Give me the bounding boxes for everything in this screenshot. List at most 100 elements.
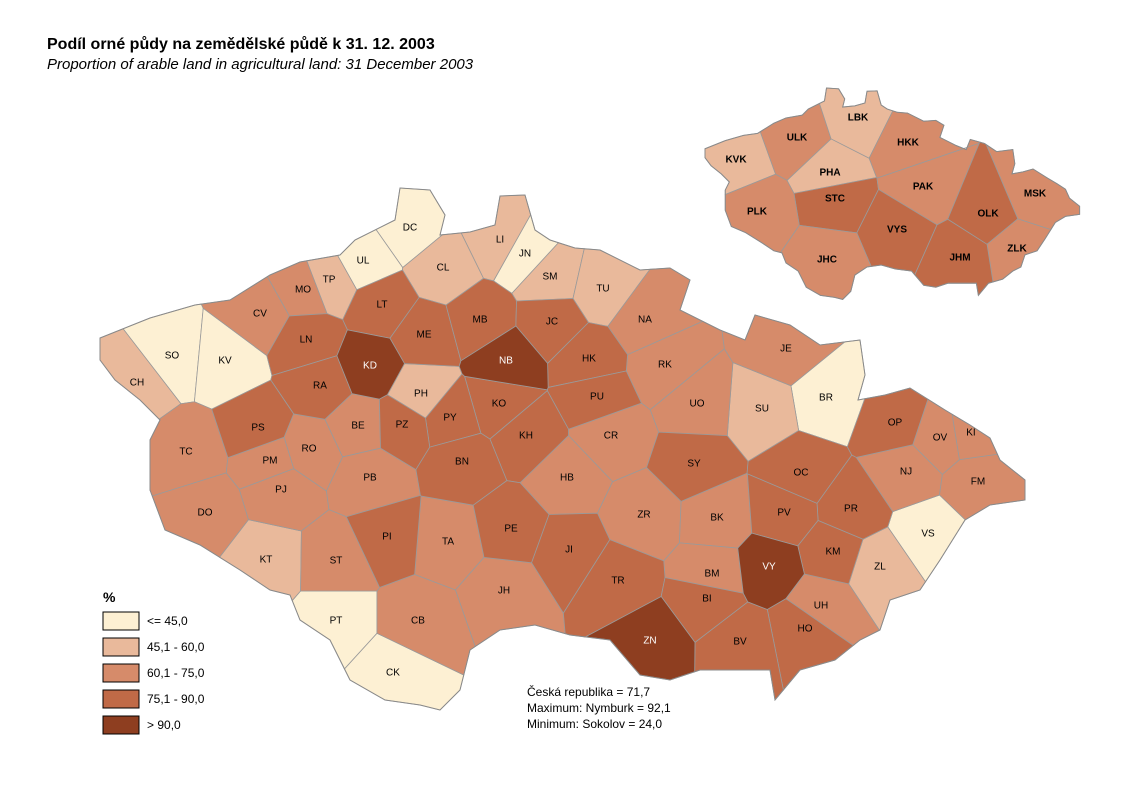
area-label: BI	[702, 594, 711, 605]
border	[99, 187, 1026, 711]
area-label: BE	[351, 421, 365, 432]
area-label: OC	[794, 468, 809, 479]
border	[704, 87, 1081, 300]
area-label: PHA	[819, 168, 840, 179]
area-label: HK	[582, 354, 596, 365]
area-label: PB	[363, 473, 377, 484]
area-label: KO	[492, 399, 507, 410]
area-label: STC	[825, 194, 845, 205]
legend-swatch	[102, 663, 140, 683]
area-label: PT	[330, 616, 343, 627]
area-label: PU	[590, 392, 604, 403]
legend-label: 45,1 - 60,0	[147, 640, 205, 654]
area-label: ZL	[874, 562, 886, 573]
area	[336, 329, 405, 400]
area-label: RO	[302, 444, 317, 455]
area-label: PI	[382, 532, 391, 543]
area-label: KD	[363, 361, 377, 372]
area-label: ZLK	[1007, 244, 1027, 255]
area-label: BV	[733, 637, 747, 648]
area-label: BM	[705, 569, 720, 580]
area-label: JC	[546, 317, 558, 328]
stat: Maximum: Nymburk = 92,1	[527, 701, 671, 715]
area-label: KI	[966, 428, 975, 439]
area-label: ST	[330, 556, 343, 567]
legend-label: 60,1 - 75,0	[147, 666, 205, 680]
area-label: TA	[442, 537, 454, 548]
area-label: HKK	[897, 138, 919, 149]
area-label: PAK	[913, 182, 934, 193]
legend-label: <= 45,0	[147, 614, 188, 628]
legend-title: %	[103, 589, 116, 605]
area-label: RK	[658, 360, 672, 371]
area-label: FM	[971, 477, 985, 488]
area-label: KVK	[725, 155, 747, 166]
area	[345, 494, 422, 588]
area-label: PLK	[747, 207, 768, 218]
area-label: UO	[690, 399, 705, 410]
area-label: ULK	[787, 133, 808, 144]
area-label: JI	[565, 545, 573, 556]
area-label: VYS	[887, 225, 907, 236]
legend: <= 45,0 45,1 - 60,0 60,1 - 75,0 75,1 - 90,0…	[102, 611, 205, 735]
area-label: TP	[323, 275, 336, 286]
area-label: BR	[819, 393, 833, 404]
area-label: SY	[687, 459, 701, 470]
area-label: NJ	[900, 467, 912, 478]
area-label: JE	[780, 344, 792, 355]
area-label: MO	[295, 285, 311, 296]
legend-swatch	[102, 637, 140, 657]
area-label: KT	[260, 555, 273, 566]
area-label: LBK	[848, 113, 869, 124]
legend-label: 75,1 - 90,0	[147, 692, 205, 706]
area-label: CB	[411, 616, 425, 627]
region-map: KVK ULK LBK HKK PHA STC PAK MSK OLK PLK VYS ZLK JHC J…	[704, 87, 1081, 300]
stat: Česká republika = 71,7	[527, 684, 650, 699]
legend-label: > 90,0	[147, 718, 181, 732]
title: Podíl orné půdy na zemědělské půdě k 31.…	[47, 36, 435, 53]
area-label: MB	[473, 315, 488, 326]
area-label: SU	[755, 404, 769, 415]
area-label: PR	[844, 504, 858, 515]
area-label: CH	[130, 378, 144, 389]
area	[211, 379, 295, 459]
area-label: CR	[604, 431, 618, 442]
area-label: CV	[253, 309, 267, 320]
area-label: PY	[443, 413, 457, 424]
area-label: KH	[519, 431, 533, 442]
district-map: DC UL JN SO KV PT CK BR VS LI TP CL SM TU CH KT SU ZL PH MO…	[99, 187, 1026, 711]
area-label: CK	[386, 668, 400, 679]
area-label: PZ	[396, 420, 409, 431]
area-label: UH	[814, 601, 828, 612]
area-label: LN	[300, 335, 313, 346]
area-label: NB	[499, 356, 513, 367]
area-label: VY	[762, 562, 776, 573]
legend-swatch	[102, 715, 140, 735]
legend-swatch	[102, 689, 140, 709]
area-label: DO	[198, 508, 213, 519]
legend-swatch	[102, 611, 140, 631]
area-label: OV	[933, 433, 948, 444]
area-label: JN	[519, 249, 531, 260]
area-label: LI	[496, 235, 504, 246]
area-label: LT	[377, 300, 388, 311]
area-label: PM	[263, 456, 278, 467]
area-label: ZR	[637, 510, 650, 521]
area-label: CL	[437, 263, 450, 274]
area	[415, 432, 508, 506]
area-label: BN	[455, 457, 469, 468]
area-label: SO	[165, 351, 180, 362]
area-label: UL	[357, 256, 370, 267]
area-label: PH	[414, 389, 428, 400]
area-label: HB	[560, 473, 574, 484]
area	[458, 325, 549, 391]
area-label: KM	[826, 547, 841, 558]
subtitle: Proportion of arable land in agricultura…	[47, 56, 474, 73]
area-label: PV	[777, 508, 791, 519]
area-label: OLK	[977, 209, 999, 220]
area-label: TR	[611, 576, 624, 587]
area-label: OP	[888, 418, 903, 429]
area-label: TC	[179, 447, 192, 458]
area-label: PE	[504, 524, 518, 535]
